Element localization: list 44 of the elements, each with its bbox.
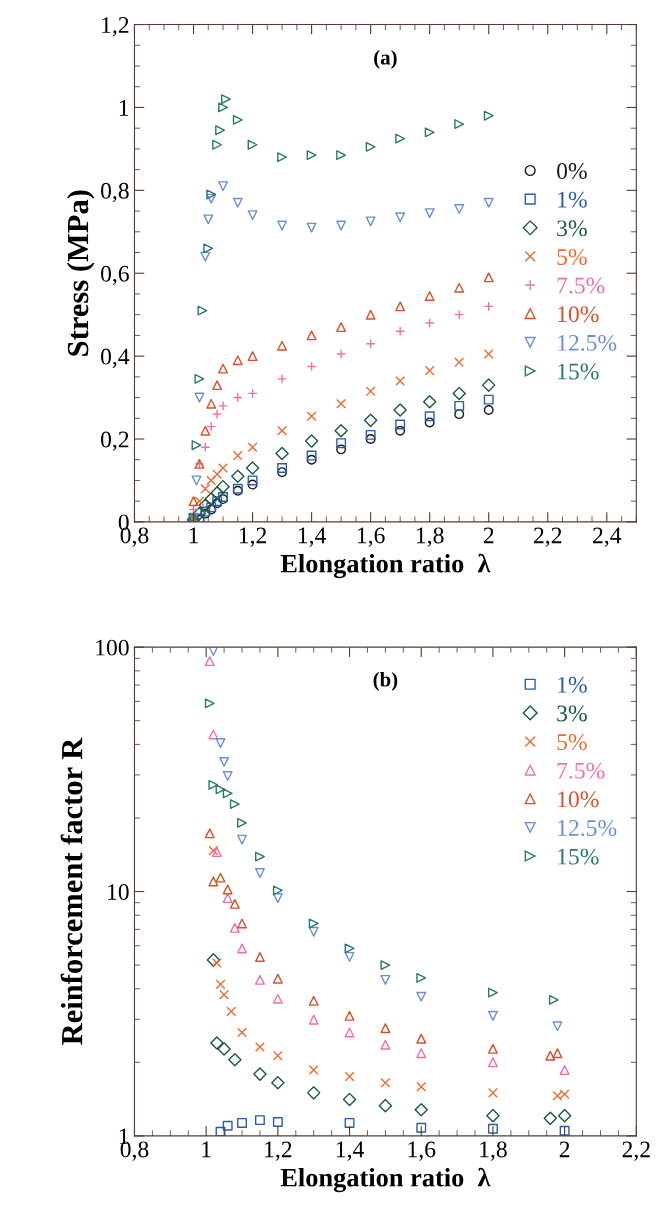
legend-label: 12.5%	[558, 334, 617, 351]
x-axis-title: Elongation ratio λ	[280, 553, 491, 579]
legend-label: 7.5%	[557, 277, 605, 294]
x-tick-label: 1,4	[336, 1141, 364, 1161]
legend-label: 12.5%	[558, 820, 617, 837]
legend-label: 5%	[557, 248, 587, 265]
x-tick-label: 2	[559, 1141, 570, 1158]
legend-label: 3%	[557, 220, 587, 237]
legend-label: 15%	[558, 363, 599, 380]
x-tick-label: 1,2	[265, 1141, 292, 1161]
y-axis-title: Reinforcement factor R	[60, 737, 83, 1045]
legend-label: 7.5%	[557, 762, 605, 779]
legend-label: 1%	[558, 191, 587, 208]
legend-label: 3%	[557, 705, 587, 722]
x-tick-label: 1,8	[480, 1141, 507, 1161]
x-tick-label: 2,2	[622, 1141, 650, 1161]
y-tick-label: 100	[96, 639, 129, 656]
legend-label: 1%	[558, 676, 587, 693]
x-tick-label: 2	[483, 527, 494, 544]
y-tick-label: 0,2	[101, 431, 129, 451]
x-tick-label: 1,2	[239, 527, 267, 547]
legend-label: 10%	[558, 306, 599, 323]
y-tick-label: 1,2	[102, 17, 129, 37]
annotation: (b)	[373, 671, 398, 691]
x-tick-label: 1,6	[408, 1141, 436, 1161]
x-tick-label: 1,4	[298, 527, 326, 547]
x-tick-label: 1	[202, 1141, 211, 1158]
y-tick-label: 0,8	[101, 182, 129, 203]
legend-label: 0%	[557, 163, 587, 180]
legend-label: 5%	[557, 734, 587, 751]
x-tick-label: 1	[189, 527, 199, 544]
x-tick-label: 2,4	[593, 527, 622, 547]
x-tick-label: 1,6	[357, 527, 385, 547]
x-tick-label: 1,8	[417, 527, 444, 547]
y-tick-label: 0,6	[101, 265, 129, 286]
legend-label: 10%	[558, 791, 599, 808]
legend-label: 15%	[558, 848, 599, 865]
y-axis-title: Stress (MPa)	[66, 190, 95, 356]
y-tick-label: 1	[119, 100, 129, 116]
y-tick-label: 10	[108, 884, 129, 900]
annotation: (a)	[374, 49, 397, 69]
y-tick-label: 0,4	[101, 348, 130, 368]
x-tick-label: 2,2	[534, 527, 562, 547]
x-axis-title: Elongation ratio λ	[280, 1167, 491, 1193]
